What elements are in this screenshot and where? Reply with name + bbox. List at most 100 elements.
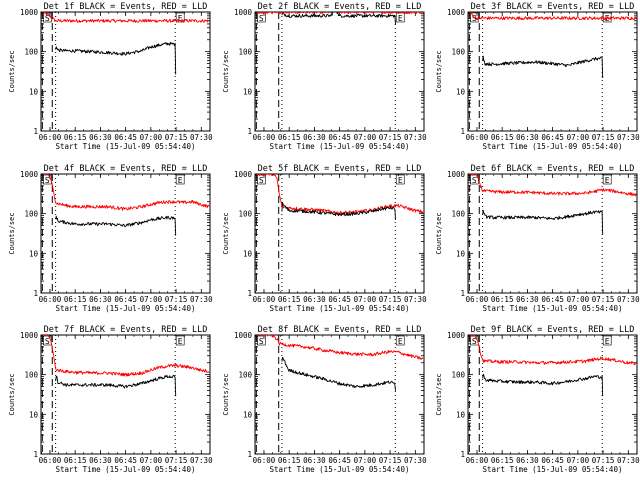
y-tick-label: 100 xyxy=(451,371,465,380)
x-tick-label: 07:15 xyxy=(165,295,188,304)
x-tick-label: 06:00 xyxy=(39,295,62,304)
x-tick-label: 07:00 xyxy=(140,456,163,465)
x-tick-label: 06:15 xyxy=(278,295,301,304)
x-tick-label: 06:30 xyxy=(516,133,539,142)
x-tick-label: 07:00 xyxy=(567,456,590,465)
x-tick-label: 06:30 xyxy=(89,456,112,465)
x-tick-label: 06:15 xyxy=(491,295,514,304)
panel-title: Det 9f BLACK = Events, RED = LLD xyxy=(471,325,635,335)
x-tick-label: 06:00 xyxy=(39,456,62,465)
y-tick-label: 100 xyxy=(238,371,252,380)
panel-2: Det 2f BLACK = Events, RED = LLD 1 10 100 10… xyxy=(222,2,427,151)
x-tick-label: 07:15 xyxy=(379,456,402,465)
marker-box xyxy=(602,335,612,346)
y-tick-label: 100 xyxy=(238,48,252,57)
y-tick-label: 1 xyxy=(460,289,465,298)
marker-box xyxy=(257,12,266,23)
marker-e: E xyxy=(178,14,183,23)
y-axis-label: Counts/sec xyxy=(8,373,16,415)
y-tick-label: 10 xyxy=(29,87,39,96)
x-tick-label: 06:15 xyxy=(64,456,87,465)
x-tick-label: 07:30 xyxy=(404,295,427,304)
y-axis-label: Counts/sec xyxy=(435,212,443,254)
marker-s: S xyxy=(45,14,50,23)
panel-title: Det 4f BLACK = Events, RED = LLD xyxy=(44,164,208,174)
x-tick-label: 06:30 xyxy=(303,295,326,304)
marker-e: E xyxy=(398,337,403,346)
x-tick-label: 07:15 xyxy=(379,133,402,142)
marker-e: E xyxy=(178,337,183,346)
y-tick-label: 1000 xyxy=(447,170,466,179)
marker-e: E xyxy=(178,176,183,185)
x-tick-label: 06:15 xyxy=(278,456,301,465)
y-tick-label: 1 xyxy=(460,127,465,136)
series-events-line xyxy=(482,209,604,235)
panel-8: Det 8f BLACK = Events, RED = LLD 1 10 100 10… xyxy=(222,325,427,474)
x-tick-label: 07:30 xyxy=(190,133,213,142)
x-axis-label: Start Time (15-Jul-09 05:54:40) xyxy=(56,465,196,474)
marker-e: E xyxy=(605,176,610,185)
x-tick-label: 06:15 xyxy=(278,133,301,142)
y-tick-label: 100 xyxy=(24,371,38,380)
x-axis-label: Start Time (15-Jul-09 05:54:40) xyxy=(270,142,410,151)
x-tick-label: 07:15 xyxy=(379,295,402,304)
y-tick-label: 1000 xyxy=(234,170,253,179)
y-tick-label: 1000 xyxy=(447,331,466,340)
marker-box xyxy=(395,174,405,185)
y-tick-label: 10 xyxy=(243,249,253,258)
x-tick-label: 07:00 xyxy=(567,295,590,304)
marker-box xyxy=(175,174,185,185)
plot-frame xyxy=(40,334,211,455)
y-axis-label: Counts/sec xyxy=(222,50,230,92)
x-tick-label: 06:00 xyxy=(466,456,489,465)
x-tick-label: 06:30 xyxy=(303,456,326,465)
y-axis-label: Counts/sec xyxy=(8,50,16,92)
y-tick-label: 1 xyxy=(33,289,38,298)
series-lld-line xyxy=(43,174,210,211)
x-tick-label: 07:00 xyxy=(354,133,377,142)
plot-frame xyxy=(40,11,211,132)
series-events-line xyxy=(482,55,604,79)
x-tick-label: 06:30 xyxy=(516,456,539,465)
y-tick-label: 1 xyxy=(33,450,38,459)
panel-9: Det 9f BLACK = Events, RED = LLD 1 10 100 10… xyxy=(435,325,640,474)
y-tick-label: 1000 xyxy=(20,8,39,17)
y-tick-label: 10 xyxy=(456,87,466,96)
y-tick-label: 1 xyxy=(247,289,252,298)
x-tick-label: 07:00 xyxy=(567,133,590,142)
panel-5: Det 5f BLACK = Events, RED = LLD 1 10 100 10… xyxy=(222,164,427,313)
x-tick-label: 06:00 xyxy=(39,133,62,142)
series-events-line xyxy=(482,373,604,397)
panel-4: Det 4f BLACK = Events, RED = LLD 1 10 100 10… xyxy=(8,164,213,313)
x-tick-label: 06:00 xyxy=(253,133,276,142)
x-tick-label: 06:00 xyxy=(466,295,489,304)
y-axis-label: Counts/sec xyxy=(435,373,443,415)
x-tick-label: 07:15 xyxy=(165,456,188,465)
x-tick-label: 06:15 xyxy=(64,295,87,304)
x-axis-label: Start Time (15-Jul-09 05:54:40) xyxy=(270,465,410,474)
panel-title: Det 3f BLACK = Events, RED = LLD xyxy=(471,2,635,12)
series-lld-line xyxy=(469,335,637,366)
y-tick-label: 1000 xyxy=(20,331,39,340)
x-tick-label: 06:30 xyxy=(303,133,326,142)
x-tick-label: 07:15 xyxy=(592,295,615,304)
x-tick-label: 06:30 xyxy=(89,295,112,304)
marker-s: S xyxy=(45,176,50,185)
y-tick-label: 1000 xyxy=(234,8,253,17)
y-axis-label: Counts/sec xyxy=(8,212,16,254)
y-tick-label: 10 xyxy=(243,410,253,419)
y-tick-label: 10 xyxy=(29,249,39,258)
plot-frame xyxy=(254,173,425,294)
marker-e: E xyxy=(398,14,403,23)
panel-title: Det 2f BLACK = Events, RED = LLD xyxy=(258,2,422,12)
panel-title: Det 8f BLACK = Events, RED = LLD xyxy=(258,325,422,335)
series-lld-line xyxy=(470,174,637,197)
plot-frame xyxy=(467,11,638,132)
marker-box xyxy=(602,174,612,185)
x-tick-label: 06:45 xyxy=(114,133,137,142)
y-tick-label: 10 xyxy=(456,249,466,258)
y-tick-label: 1 xyxy=(247,127,252,136)
x-tick-label: 06:45 xyxy=(541,295,564,304)
panel-1: Det 1f BLACK = Events, RED = LLD 1 10 100 10… xyxy=(8,2,213,151)
